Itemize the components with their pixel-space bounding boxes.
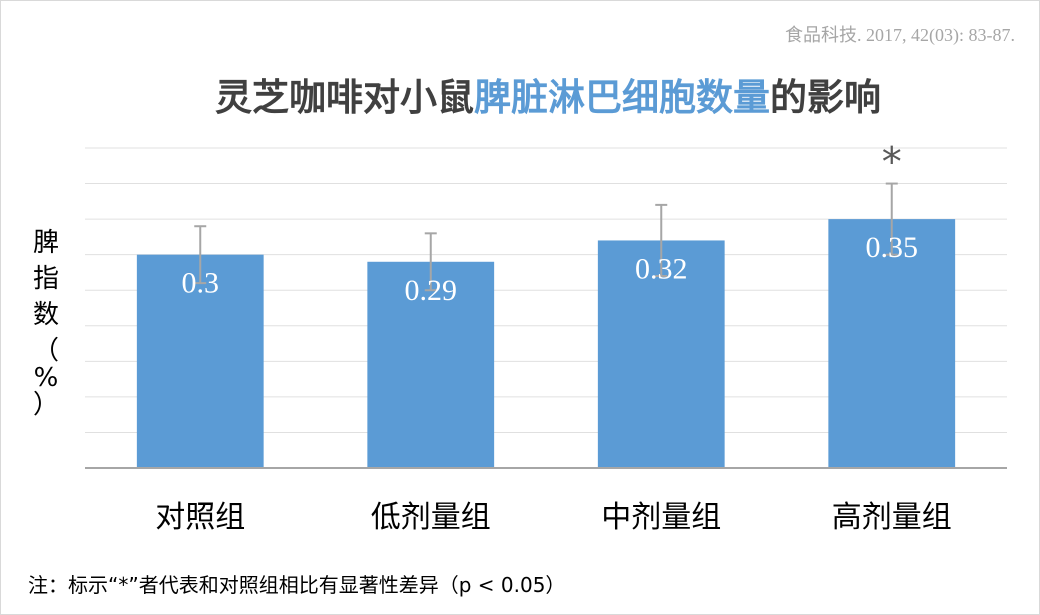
significance-marker: * [882,140,902,186]
y-axis-label-char: 脾 [33,228,59,258]
data-labels: 0.3 0.29 0.32 0.35 [182,231,919,307]
data-label: 0.3 [182,267,220,300]
data-label: 0.35 [866,231,919,264]
error-bars [194,182,898,292]
category-label: 高剂量组 [832,500,952,535]
x-axis-categories: 对照组 低剂量组 中剂量组 高剂量组 [155,500,952,535]
significance-annotations: * [882,140,902,186]
data-label: 0.29 [405,274,458,307]
category-label: 低剂量组 [371,500,491,535]
y-axis-label-char: 数 [33,300,59,330]
category-label: 中剂量组 [601,500,721,535]
chart-title-part-2: 脾脏淋巴细胞数量 [474,76,770,119]
chart-title: 灵芝咖啡对小鼠脾脏淋巴细胞数量的影响 [215,76,881,119]
category-label: 对照组 [155,500,245,535]
bars [136,219,956,468]
chart-title-part-1: 灵芝咖啡对小鼠 [215,76,474,119]
y-axis-label-char: % [34,363,59,393]
source-citation: 食品科技. 2017, 42(03): 83-87. [785,25,1015,46]
bar [828,219,956,468]
y-axis-label-char: 指 [33,264,59,294]
bar [136,254,264,468]
y-axis-label: 脾 指 数 （ % ） [33,228,59,420]
footnote: 注：标示“*”者代表和对照组相比有显著性差异（p < 0.05） [28,573,565,597]
y-axis-label-char: ） [33,390,59,420]
data-label: 0.32 [635,252,688,285]
chart-title-part-3: 的影响 [770,76,881,119]
bar [367,261,495,468]
bar [597,240,725,468]
y-axis-label-char: （ [33,336,59,366]
